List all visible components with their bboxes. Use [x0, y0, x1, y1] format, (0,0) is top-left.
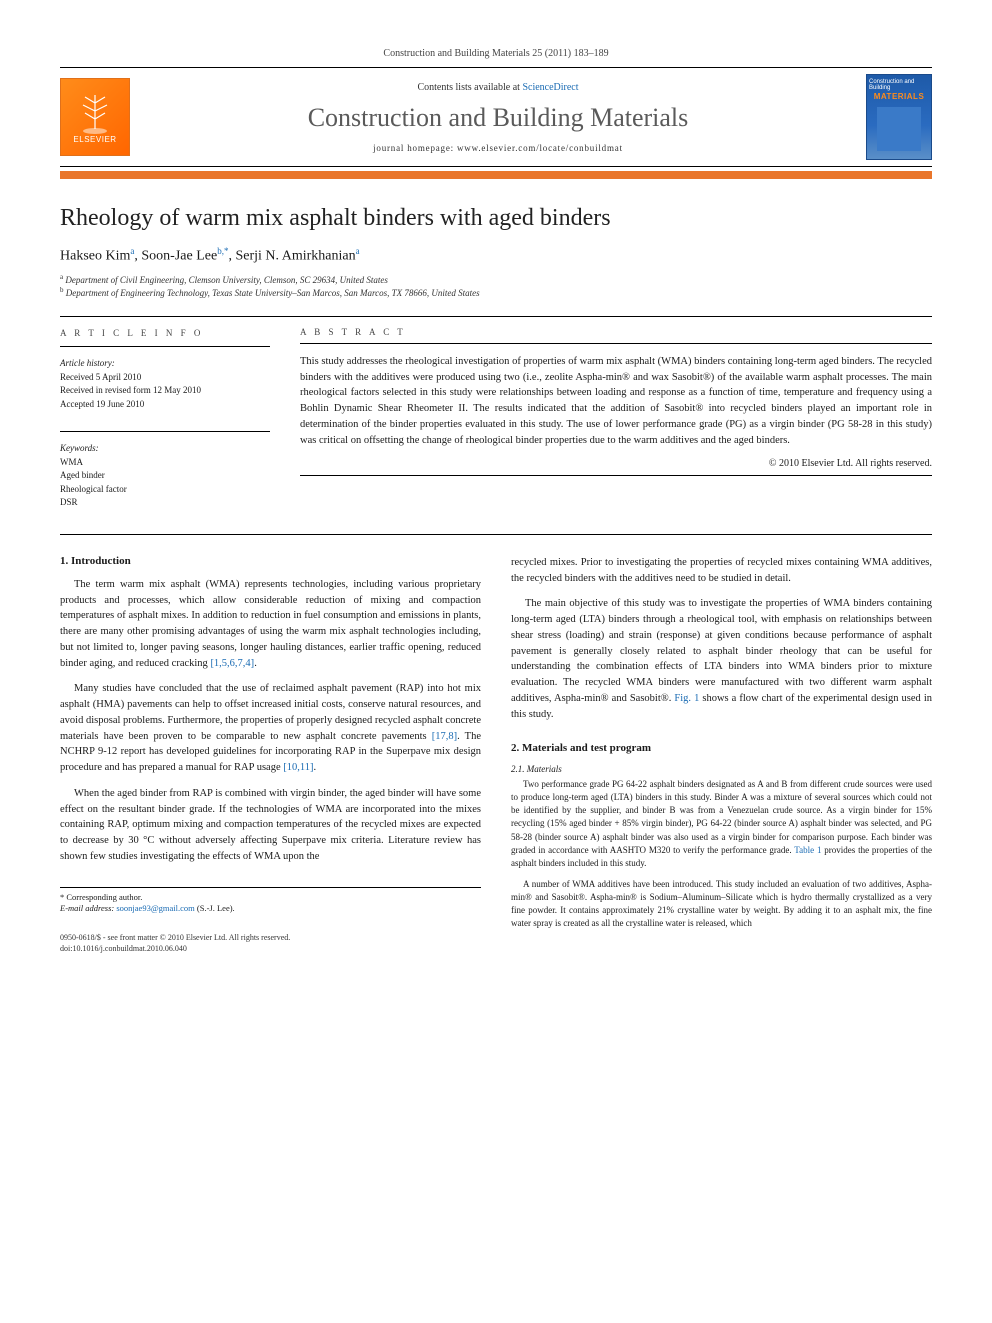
- paragraph-text: Many studies have concluded that the use…: [60, 683, 481, 741]
- keyword: Aged binder: [60, 469, 270, 483]
- author: Soon-Jae Lee: [141, 249, 217, 264]
- paragraph: The term warm mix asphalt (WMA) represen…: [60, 577, 481, 672]
- body-columns: 1. Introduction The term warm mix asphal…: [60, 555, 932, 954]
- author: Hakseo Kim: [60, 249, 130, 264]
- affiliation-text: Department of Civil Engineering, Clemson…: [65, 275, 387, 285]
- divider: [60, 534, 932, 535]
- paragraph: Two performance grade PG 64-22 asphalt b…: [511, 778, 932, 869]
- abstract-text: This study addresses the rheological inv…: [300, 354, 932, 449]
- paragraph-text: .: [313, 762, 316, 773]
- page-root: Construction and Building Materials 25 (…: [0, 0, 992, 1002]
- keyword: DSR: [60, 496, 270, 510]
- email-tail: (S.-J. Lee).: [197, 903, 235, 913]
- article-meta-row: A R T I C L E I N F O Article history: R…: [60, 327, 932, 510]
- article-history-item: Accepted 19 June 2010: [60, 398, 270, 412]
- column-right: recycled mixes. Prior to investigating t…: [511, 555, 932, 954]
- section-heading: 1. Introduction: [60, 555, 481, 567]
- contents-available-line: Contents lists available at ScienceDirec…: [142, 82, 854, 93]
- paragraph: The main objective of this study was to …: [511, 596, 932, 722]
- email-label: E-mail address:: [60, 903, 114, 913]
- sciencedirect-link[interactable]: ScienceDirect: [522, 82, 578, 93]
- doi-line: doi:10.1016/j.conbuildmat.2010.06.040: [60, 944, 481, 954]
- journal-reference: Construction and Building Materials 25 (…: [60, 48, 932, 59]
- keyword: WMA: [60, 456, 270, 470]
- homepage-url[interactable]: www.elsevier.com/locate/conbuildmat: [457, 143, 623, 153]
- paragraph: A number of WMA additives have been intr…: [511, 878, 932, 930]
- publisher-logo-label: ELSEVIER: [73, 135, 116, 144]
- divider: [300, 475, 932, 476]
- paragraph-text: .: [254, 658, 257, 669]
- corresponding-label: * Corresponding author.: [60, 892, 481, 904]
- article-history-label: Article history:: [60, 357, 270, 371]
- divider: [300, 343, 932, 344]
- author-affiliation-sup: a: [130, 246, 134, 256]
- cover-line-1: Construction and Building: [869, 79, 929, 91]
- article-history-item: Received 5 April 2010: [60, 371, 270, 385]
- paragraph-text: Two performance grade PG 64-22 asphalt b…: [511, 779, 932, 854]
- affiliation: b Department of Engineering Technology, …: [60, 286, 932, 300]
- page-footer: 0950-0618/$ - see front matter © 2010 El…: [60, 933, 481, 954]
- contents-prefix: Contents lists available at: [417, 82, 522, 93]
- accent-bar: [60, 171, 932, 179]
- abstract-block: A B S T R A C T This study addresses the…: [300, 327, 932, 510]
- divider: [60, 431, 270, 432]
- section-heading: 2. Materials and test program: [511, 742, 932, 754]
- table-link[interactable]: Table 1: [794, 845, 821, 855]
- keyword: Rheological factor: [60, 483, 270, 497]
- publisher-logo: ELSEVIER: [60, 78, 130, 156]
- affiliations: a Department of Civil Engineering, Clems…: [60, 273, 932, 300]
- article-info-block: A R T I C L E I N F O Article history: R…: [60, 327, 270, 510]
- journal-title: Construction and Building Materials: [142, 103, 854, 133]
- paragraph: recycled mixes. Prior to investigating t…: [511, 555, 932, 587]
- author: Serji N. Amirkhanian: [235, 249, 355, 264]
- front-matter-line: 0950-0618/$ - see front matter © 2010 El…: [60, 933, 481, 943]
- affiliation-text: Department of Engineering Technology, Te…: [66, 288, 480, 298]
- paragraph-text: The term warm mix asphalt (WMA) represen…: [60, 579, 481, 669]
- keywords-label: Keywords:: [60, 442, 270, 456]
- homepage-prefix: journal homepage:: [373, 143, 457, 153]
- author-list: Hakseo Kima, Soon-Jae Leeb,*, Serji N. A…: [60, 246, 932, 265]
- cover-line-2: MATERIALS: [874, 92, 925, 101]
- affiliation: a Department of Civil Engineering, Clems…: [60, 273, 932, 287]
- journal-header: ELSEVIER Contents lists available at Sci…: [60, 67, 932, 167]
- author-affiliation-sup: b,*: [217, 246, 228, 256]
- article-title: Rheology of warm mix asphalt binders wit…: [60, 205, 932, 232]
- affiliation-sup: a: [60, 273, 63, 281]
- author-affiliation-sup: a: [356, 246, 360, 256]
- citation-link[interactable]: [17,8]: [432, 731, 457, 742]
- copyright-line: © 2010 Elsevier Ltd. All rights reserved…: [300, 458, 932, 469]
- citation-link[interactable]: [10,11]: [283, 762, 313, 773]
- figure-link[interactable]: Fig. 1: [674, 693, 699, 704]
- divider: [60, 316, 932, 317]
- article-history-item: Received in revised form 12 May 2010: [60, 384, 270, 398]
- citation-link[interactable]: [1,5,6,7,4]: [210, 658, 254, 669]
- paragraph: When the aged binder from RAP is combine…: [60, 786, 481, 865]
- affiliation-sup: b: [60, 286, 64, 294]
- journal-homepage: journal homepage: www.elsevier.com/locat…: [142, 143, 854, 153]
- divider: [60, 346, 270, 347]
- cover-image-placeholder: [877, 107, 921, 151]
- journal-cover-thumbnail: Construction and Building MATERIALS: [866, 74, 932, 160]
- paragraph: Many studies have concluded that the use…: [60, 681, 481, 776]
- abstract-heading: A B S T R A C T: [300, 327, 932, 337]
- header-center: Contents lists available at ScienceDirec…: [130, 82, 866, 153]
- elsevier-tree-icon: [75, 91, 115, 135]
- subsection-heading: 2.1. Materials: [511, 764, 932, 774]
- paragraph-text: The main objective of this study was to …: [511, 598, 932, 704]
- corresponding-author-footer: * Corresponding author. E-mail address: …: [60, 887, 481, 916]
- column-left: 1. Introduction The term warm mix asphal…: [60, 555, 481, 954]
- corresponding-email-link[interactable]: soonjae93@gmail.com: [116, 903, 194, 913]
- article-info-heading: A R T I C L E I N F O: [60, 327, 270, 341]
